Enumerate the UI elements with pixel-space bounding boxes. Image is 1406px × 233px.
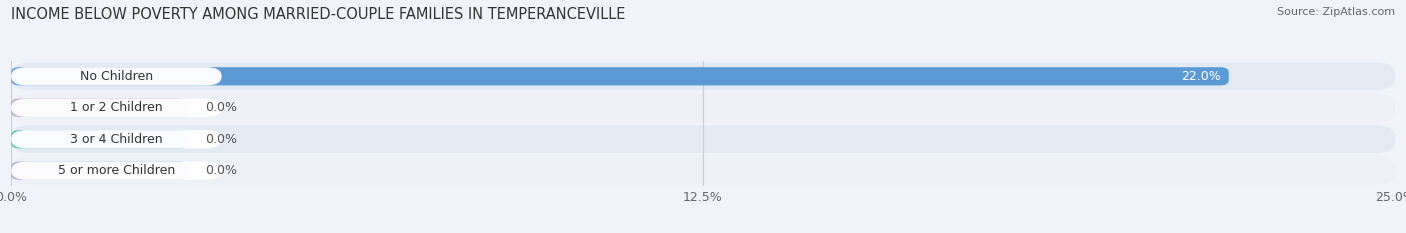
Text: 3 or 4 Children: 3 or 4 Children xyxy=(70,133,163,146)
Text: 1 or 2 Children: 1 or 2 Children xyxy=(70,101,163,114)
Text: 5 or more Children: 5 or more Children xyxy=(58,164,174,177)
Text: 22.0%: 22.0% xyxy=(1181,70,1220,83)
FancyBboxPatch shape xyxy=(11,67,1229,86)
Text: No Children: No Children xyxy=(80,70,153,83)
FancyBboxPatch shape xyxy=(11,99,222,117)
Text: INCOME BELOW POVERTY AMONG MARRIED-COUPLE FAMILIES IN TEMPERANCEVILLE: INCOME BELOW POVERTY AMONG MARRIED-COUPL… xyxy=(11,7,626,22)
Text: Source: ZipAtlas.com: Source: ZipAtlas.com xyxy=(1277,7,1395,17)
FancyBboxPatch shape xyxy=(11,125,1395,153)
FancyBboxPatch shape xyxy=(11,161,188,180)
FancyBboxPatch shape xyxy=(11,130,188,148)
Text: 0.0%: 0.0% xyxy=(205,133,238,146)
FancyBboxPatch shape xyxy=(11,62,1395,90)
FancyBboxPatch shape xyxy=(11,67,222,86)
FancyBboxPatch shape xyxy=(11,157,1395,185)
FancyBboxPatch shape xyxy=(11,130,222,148)
FancyBboxPatch shape xyxy=(11,99,188,117)
Text: 0.0%: 0.0% xyxy=(205,164,238,177)
Text: 0.0%: 0.0% xyxy=(205,101,238,114)
FancyBboxPatch shape xyxy=(11,161,222,180)
FancyBboxPatch shape xyxy=(11,94,1395,122)
